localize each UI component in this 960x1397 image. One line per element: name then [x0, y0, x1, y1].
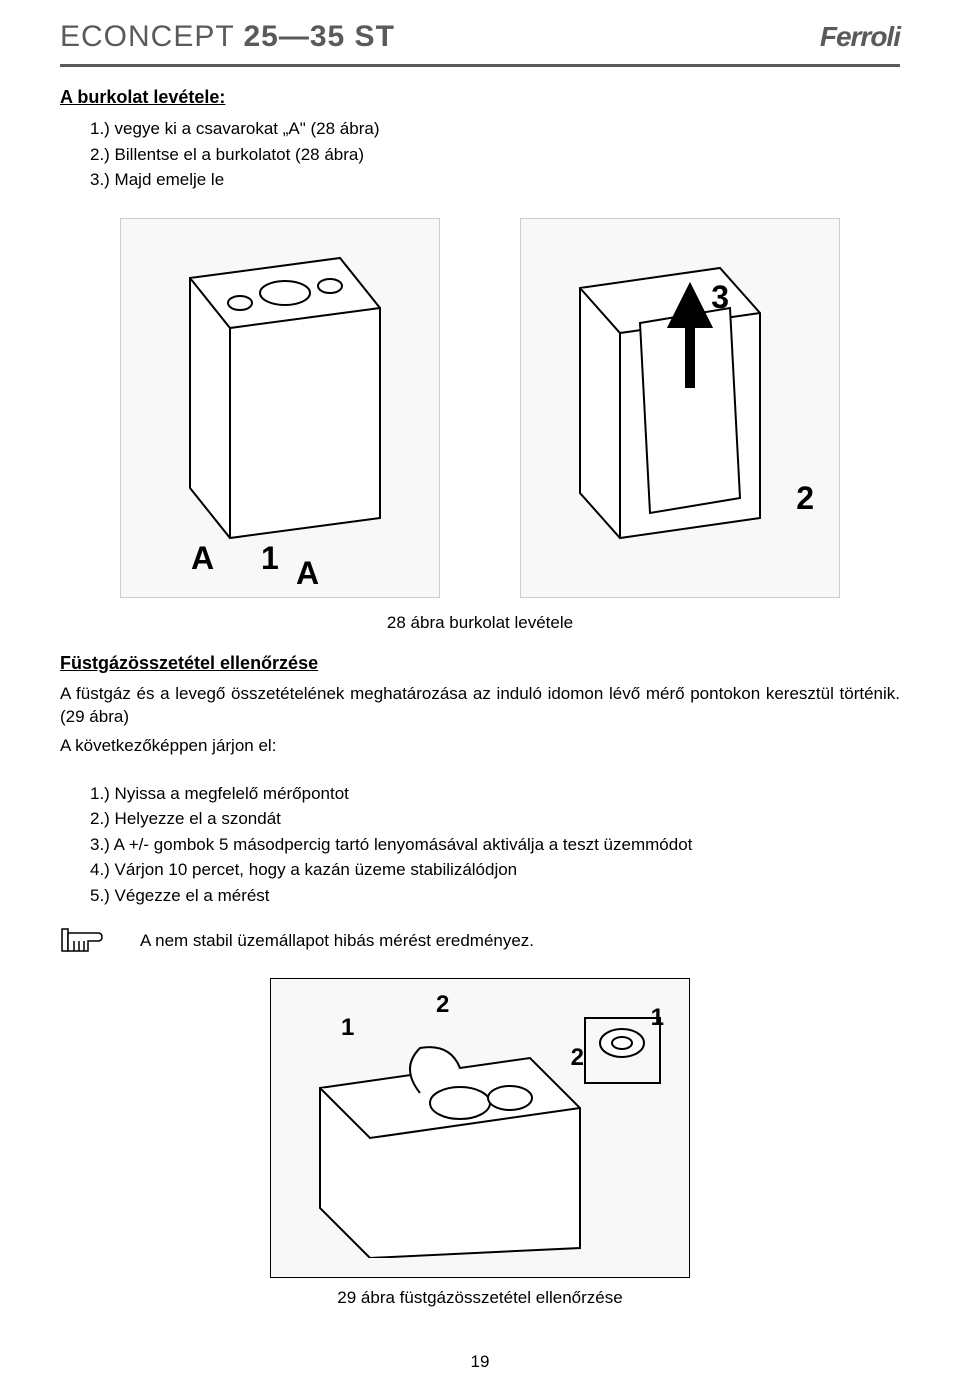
page-header: ECONCEPT 25—35 ST Ferroli: [0, 0, 960, 64]
logo-text: Ferroli: [820, 21, 900, 52]
figure29-container: 1 2 1 2: [60, 978, 900, 1278]
figure28-caption: 28 ábra burkolat levétele: [60, 613, 900, 633]
figure-label-a2: A: [296, 555, 319, 592]
boiler-diagram-icon: [140, 238, 420, 578]
boiler-cover-diagram-icon: [540, 238, 820, 578]
figure29-label-r1: 1: [651, 1004, 664, 1032]
list-item: 5.) Végezze el a mérést: [90, 883, 900, 909]
section2-title: Füstgázösszetétel ellenőrzése: [60, 653, 900, 674]
list-item: 2.) Helyezze el a szondát: [90, 806, 900, 832]
section1-title: A burkolat levétele:: [60, 87, 900, 108]
section2-list: 1.) Nyissa a megfelelő mérőpontot 2.) He…: [60, 781, 900, 909]
page-number: 19: [471, 1352, 490, 1372]
list-item: 1.) vegye ki a csavarokat „A" (28 ábra): [90, 116, 900, 142]
figure-label-1: 1: [261, 540, 279, 577]
note-text: A nem stabil üzemállapot hibás mérést er…: [120, 931, 534, 951]
section1-list: 1.) vegye ki a csavarokat „A" (28 ábra) …: [60, 116, 900, 193]
figure29-label-1: 1: [341, 1014, 354, 1042]
list-item: 2.) Billentse el a burkolatot (28 ábra): [90, 142, 900, 168]
section2-paragraph: A füstgáz és a levegő összetételének meg…: [60, 682, 900, 730]
header-divider: [60, 64, 900, 67]
figure29: 1 2 1 2: [270, 978, 690, 1278]
figure29-label-r2: 2: [571, 1044, 584, 1072]
pointing-hand-icon: [60, 923, 105, 958]
product-title-model: 25—35 ST: [243, 20, 394, 53]
list-item: 4.) Várjon 10 percet, hogy a kazán üzeme…: [90, 857, 900, 883]
product-title-prefix: ECONCEPT: [60, 20, 243, 53]
figure29-label-2: 2: [436, 991, 449, 1019]
list-item: 3.) Majd emelje le: [90, 167, 900, 193]
list-item: 1.) Nyissa a megfelelő mérőpontot: [90, 781, 900, 807]
figure28-left: A 1 A: [120, 218, 440, 598]
figure28-right: 3 2: [520, 218, 840, 598]
page-content: A burkolat levétele: 1.) vegye ki a csav…: [0, 87, 960, 1308]
note-row: A nem stabil üzemállapot hibás mérést er…: [60, 923, 900, 958]
brand-logo: Ferroli: [820, 21, 900, 53]
figure28-row: A 1 A 3 2: [60, 218, 900, 598]
figure29-caption: 29 ábra füstgázösszetétel ellenőrzése: [60, 1288, 900, 1308]
figure-label-a: A: [191, 540, 214, 577]
section2-subhead: A következőképpen járjon el:: [60, 734, 900, 758]
product-title: ECONCEPT 25—35 ST: [60, 20, 395, 54]
figure-label-2: 2: [796, 480, 814, 517]
figure-label-3: 3: [711, 279, 729, 316]
list-item: 3.) A +/- gombok 5 másodpercig tartó len…: [90, 832, 900, 858]
